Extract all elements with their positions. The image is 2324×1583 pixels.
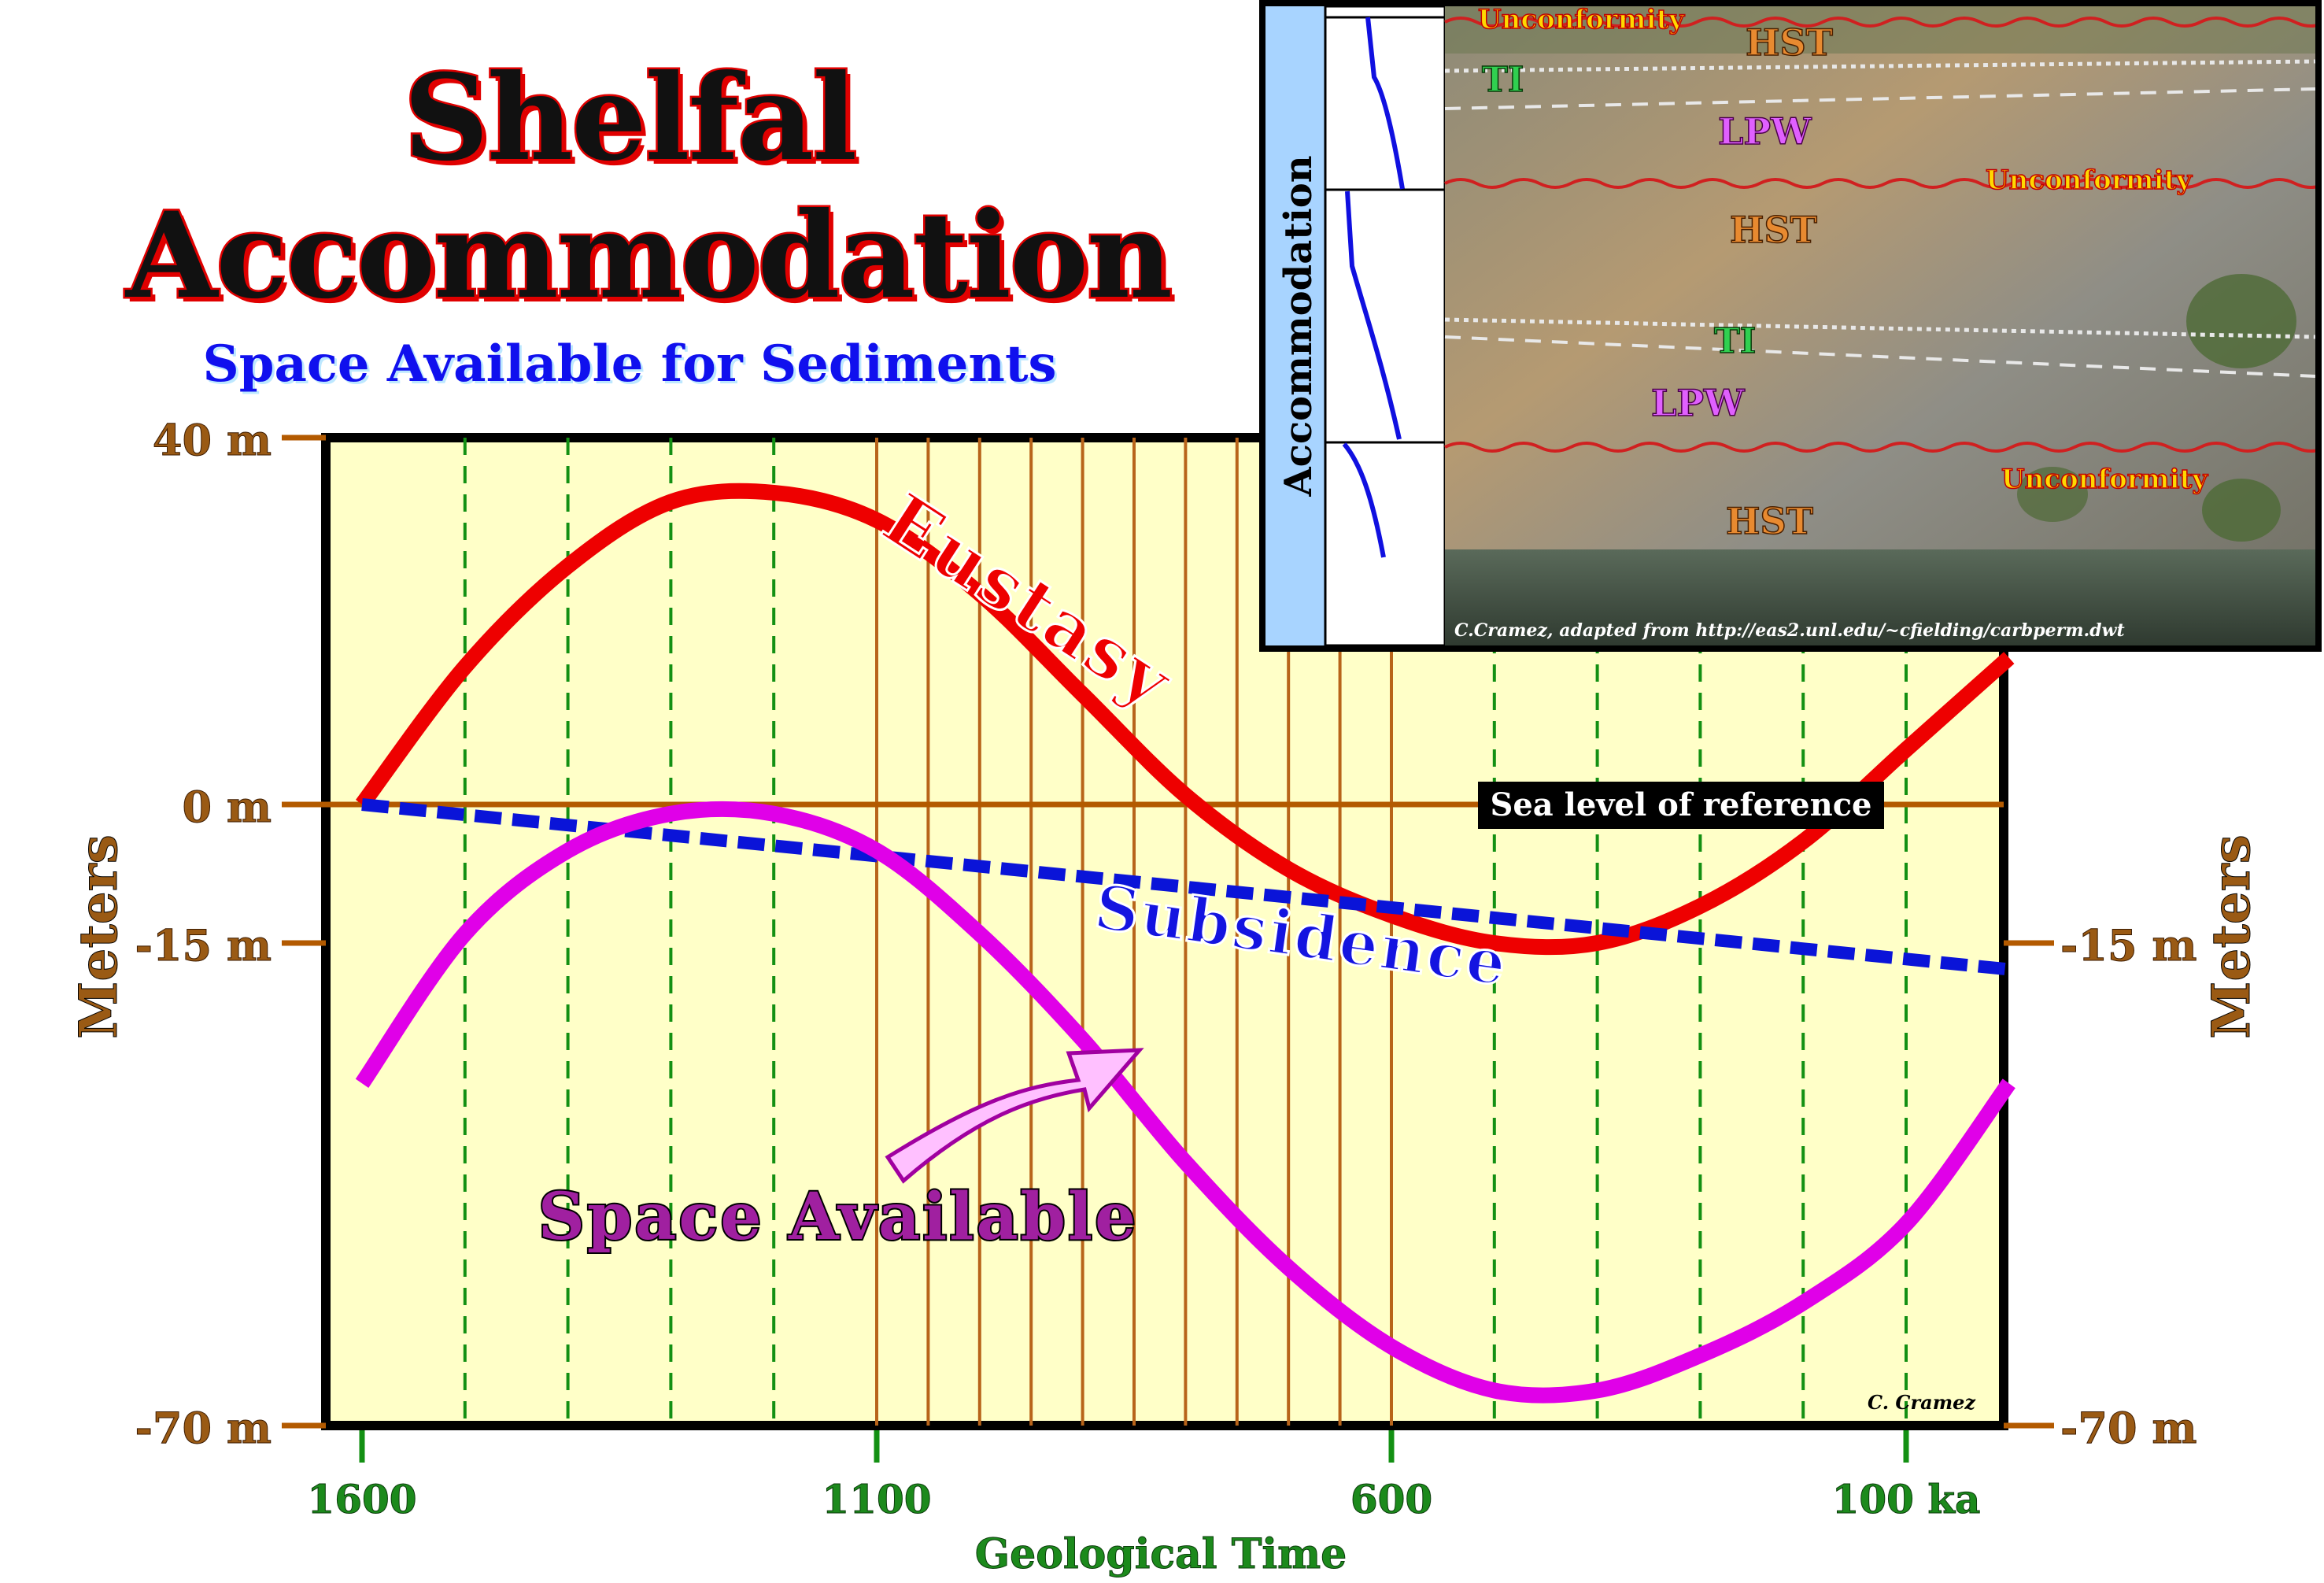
y-axis-label-right: Meters xyxy=(2200,834,2262,1038)
ti-surface xyxy=(1444,59,2315,73)
ti-surface xyxy=(1444,317,2315,339)
accommodation-curve xyxy=(1365,17,1405,190)
shrub xyxy=(2017,467,2088,522)
series-line-eustasy xyxy=(355,483,2015,956)
shrub xyxy=(2202,479,2281,542)
y-tick-label-left: -70 m xyxy=(135,1403,272,1453)
inset-label-hst: HST xyxy=(1726,500,1813,542)
y-axis-label-left: Meters xyxy=(68,834,129,1038)
page-title-line1: Shelfal xyxy=(401,49,859,187)
x-axis-label: Geological Time xyxy=(975,1530,1347,1578)
inset-label-hst: HST xyxy=(1730,209,1817,251)
page-title-line2: Accommodation xyxy=(124,187,1175,325)
outcrop-inset: Accommodation Unconformity HST TI LPW Un… xyxy=(1259,0,2322,652)
inset-label-lpw: LPW xyxy=(1651,382,1746,424)
y-tick-label-left: -15 m xyxy=(135,920,272,971)
y-tick-label-right: -70 m xyxy=(2060,1403,2197,1453)
ti-surface xyxy=(1444,87,2315,110)
outcrop-vegetation xyxy=(1445,6,2315,54)
page-subtitle: Space Available for Sediments xyxy=(202,335,1057,394)
y-tick-label-right: -15 m xyxy=(2060,920,2197,971)
inset-label-ti: TI xyxy=(1714,321,1756,361)
inset-label-hst: HST xyxy=(1746,21,1833,64)
series-label-space-available: Space Available xyxy=(538,1179,1139,1255)
inset-credit: C.Cramez, adapted from http://eas2.unl.e… xyxy=(1454,620,2125,641)
y-tick-label-left: 0 m xyxy=(182,782,272,832)
accommodation-axis-strip xyxy=(1265,6,1325,645)
unconformity-line xyxy=(1444,17,2315,28)
shrub xyxy=(2186,274,2296,368)
x-tick-label: 100 ka xyxy=(1832,1476,1981,1522)
outcrop-pool xyxy=(1445,549,2315,645)
accommodation-axis-label: Accommodation xyxy=(1277,155,1321,497)
accommodation-curve xyxy=(1342,442,1386,558)
chart-credit: C. Cramez xyxy=(1868,1391,1976,1414)
unconformity-line xyxy=(1444,442,2315,453)
space-available-arrow xyxy=(885,1048,1144,1184)
unconformity-line xyxy=(1444,178,2315,189)
inset-label-lpw: LPW xyxy=(1718,110,1812,153)
inset-label-ti: TI xyxy=(1482,60,1524,100)
x-tick-label: 600 xyxy=(1350,1476,1432,1522)
inset-label-unconformity: Unconformity xyxy=(1478,6,1685,35)
ti-surface xyxy=(1444,335,2315,378)
series-layer xyxy=(355,483,2015,1404)
reference-label: Sea level of reference xyxy=(1490,786,1871,823)
series-line-subsidence xyxy=(361,798,2010,976)
accommodation-curve xyxy=(1345,190,1402,440)
axis-layer: 40 m 0 m -15 m -70 m -15 m -70 m 1600 1100 600 10… xyxy=(135,415,2197,1523)
inset-label-unconformity: Unconformity xyxy=(1986,165,2193,196)
x-tick-label: 1600 xyxy=(307,1476,416,1522)
outcrop-photo xyxy=(1445,6,2315,645)
outcrop-panel: Accommodation Unconformity HST TI LPW Un… xyxy=(1265,6,2315,645)
series-line-space-available xyxy=(355,801,2015,1404)
inset-label-unconformity: Unconformity xyxy=(2001,464,2208,495)
x-tick-label: 1100 xyxy=(822,1476,931,1522)
reference-label-box xyxy=(1478,782,1884,829)
y-tick-label-left: 40 m xyxy=(153,415,272,465)
